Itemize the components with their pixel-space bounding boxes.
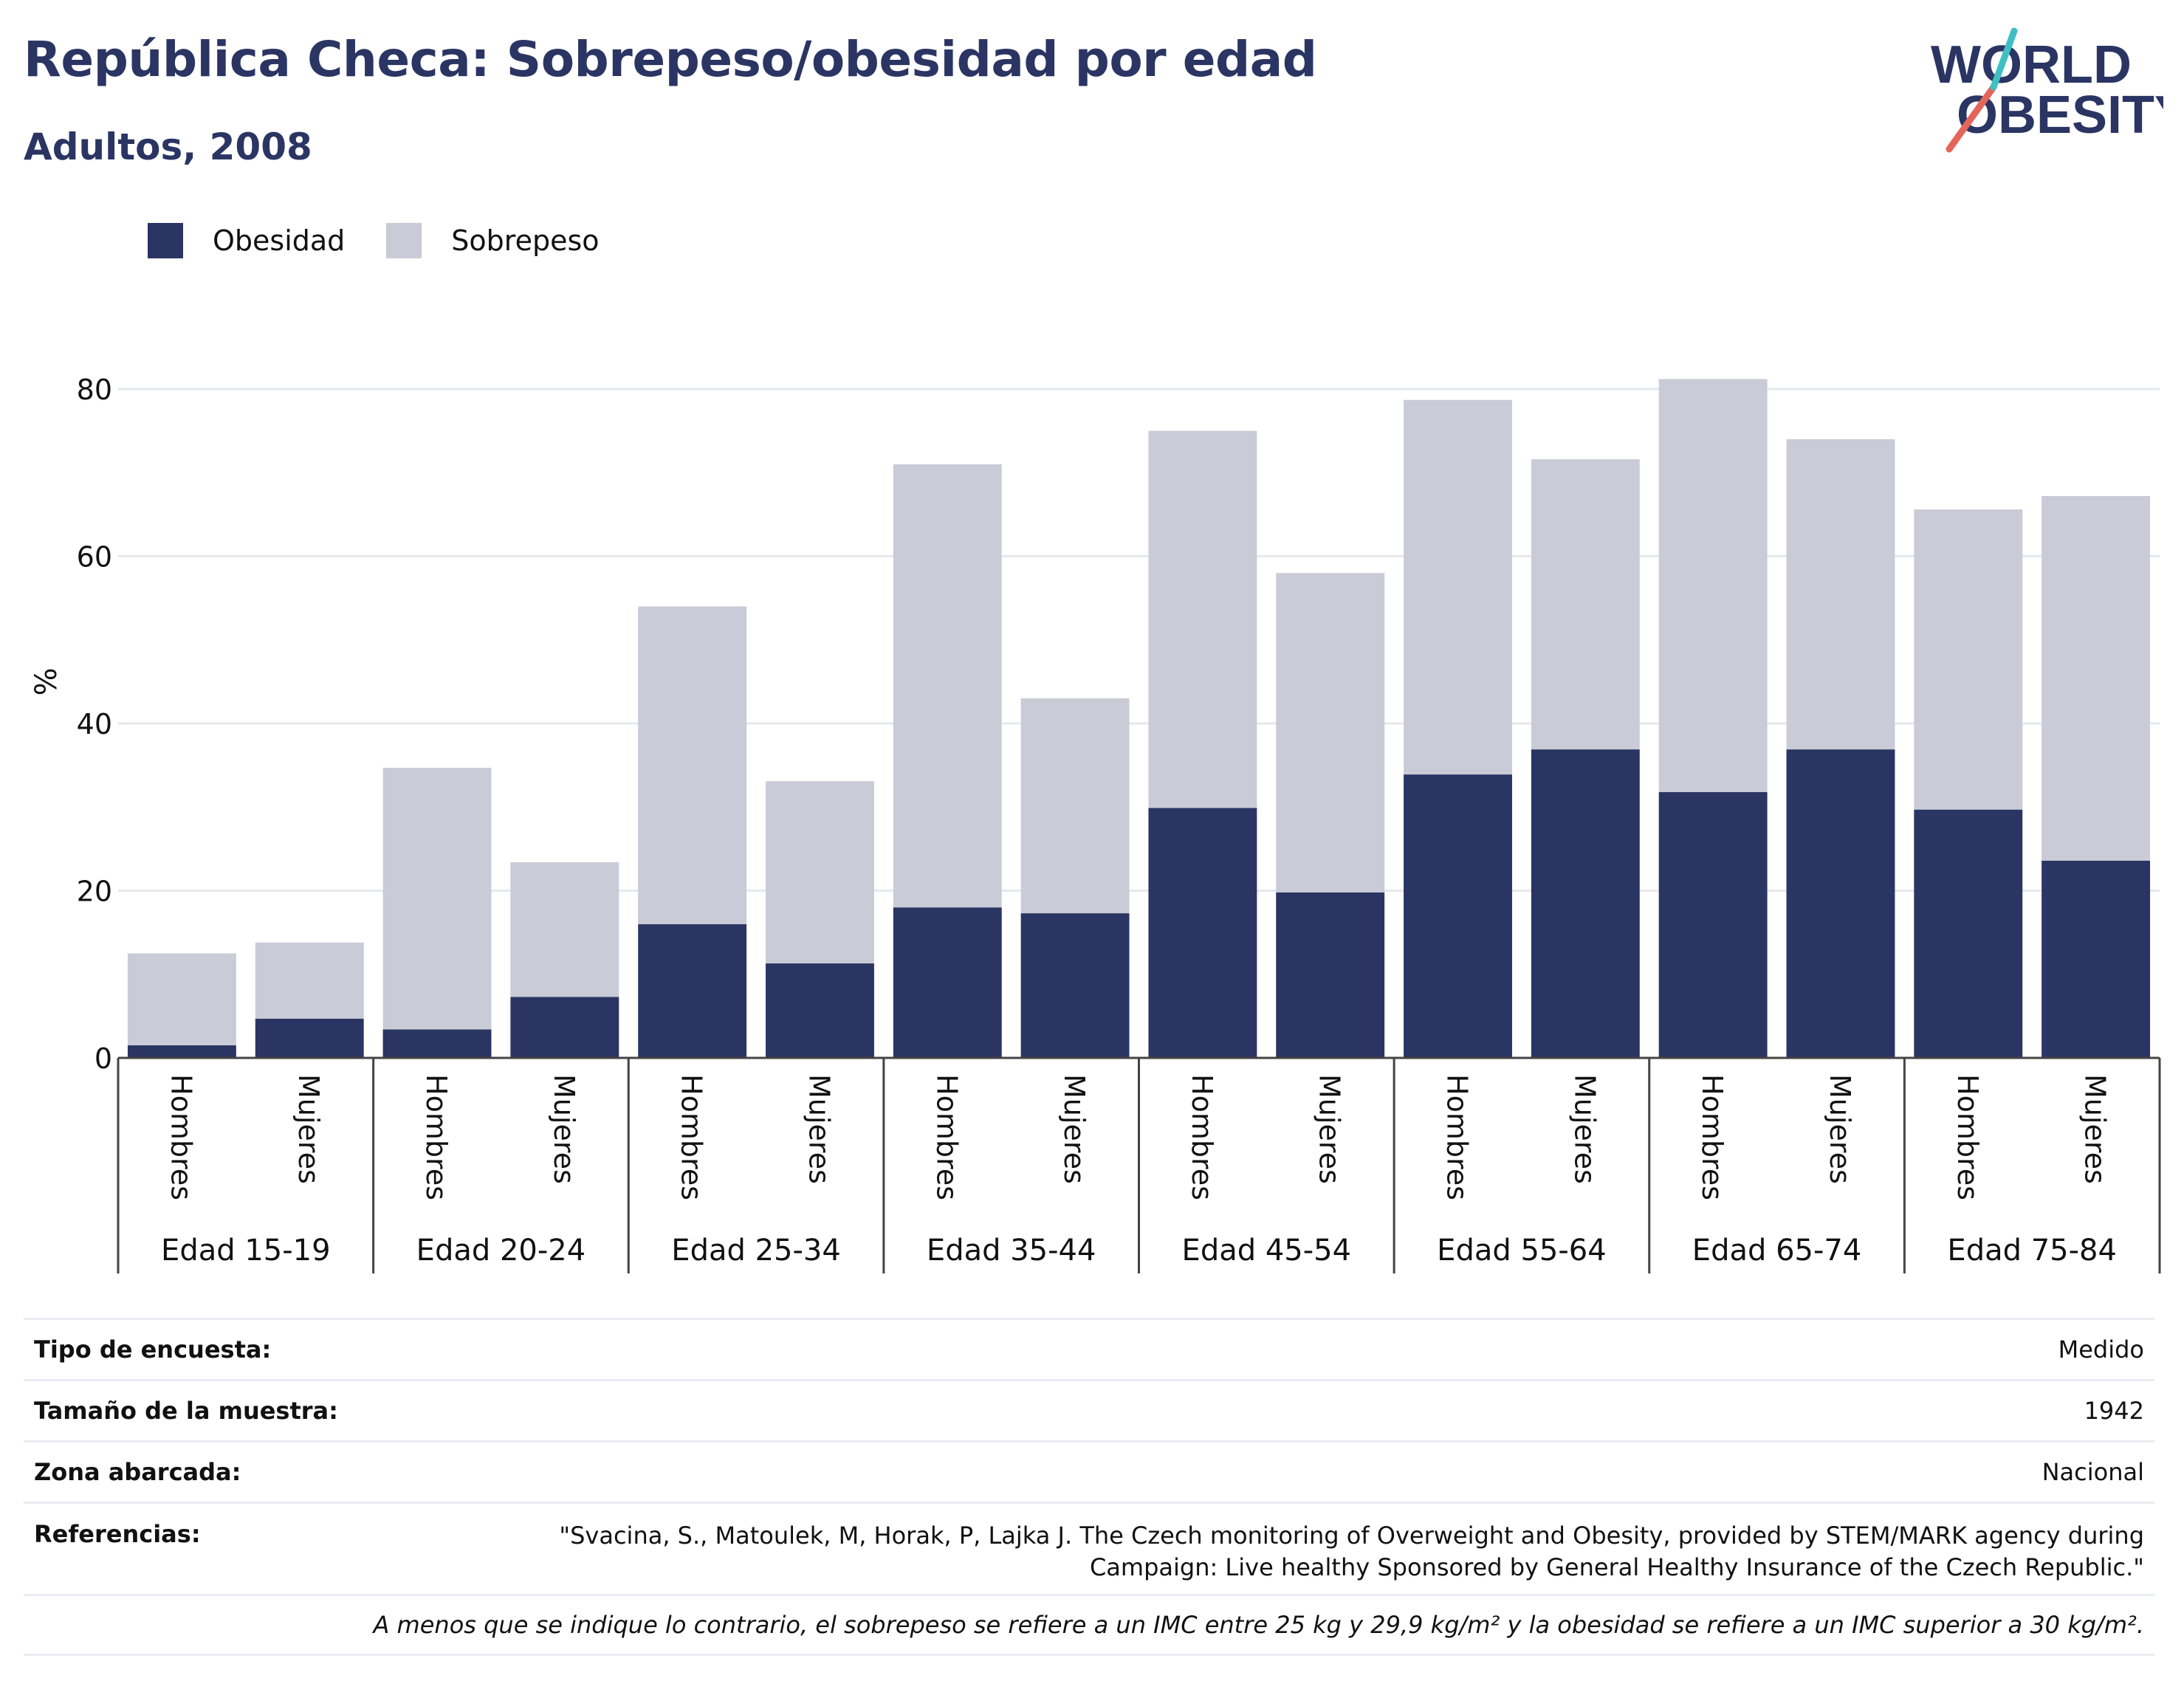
footnote: A menos que se indique lo contrario, el … bbox=[373, 1611, 2144, 1639]
x-tick-label: Hombres bbox=[1696, 1074, 1728, 1200]
bar-obesidad bbox=[766, 963, 874, 1058]
x-tick-label: Mujeres bbox=[292, 1074, 325, 1184]
legend-swatch-sobrepeso bbox=[386, 223, 422, 258]
survey-info-table: Tipo de encuesta: Medido Tamaño de la mu… bbox=[24, 1318, 2154, 1656]
bar-sobrepeso bbox=[1786, 439, 1895, 750]
info-row-note: A menos que se indique lo contrario, el … bbox=[24, 1594, 2154, 1656]
x-group-label: Edad 65-74 bbox=[1692, 1234, 1862, 1268]
bar-sobrepeso bbox=[1914, 509, 2023, 810]
x-tick-label: Mujeres bbox=[1314, 1074, 1346, 1184]
x-tick-label: Hombres bbox=[1441, 1074, 1474, 1200]
bar-obesidad bbox=[638, 924, 747, 1058]
y-tick-label: 20 bbox=[77, 876, 112, 908]
bar-sobrepeso bbox=[382, 768, 492, 1030]
stacked-bar-chart: 0 20 40 60 80% Hombres Mujeres Hombres Mujeres Ho… bbox=[30, 374, 2161, 1273]
x-group-label: Edad 75-84 bbox=[1947, 1234, 2117, 1268]
info-row-referencias: Referencias: "Svacina, S., Matoulek, M, … bbox=[24, 1502, 2154, 1594]
bar-sobrepeso bbox=[510, 862, 619, 997]
bar-sobrepeso bbox=[127, 953, 236, 1046]
x-group-label: Edad 35-44 bbox=[927, 1234, 1096, 1268]
x-tick-label: Mujeres bbox=[1824, 1074, 1856, 1184]
legend: Obesidad Sobrepeso bbox=[148, 219, 641, 263]
legend-swatch-obesidad bbox=[148, 223, 183, 258]
x-group-label: Edad 25-34 bbox=[671, 1234, 841, 1268]
logo-slash-teal bbox=[1990, 27, 2018, 91]
bar-sobrepeso bbox=[893, 464, 1002, 908]
y-tick-label: 40 bbox=[77, 708, 112, 740]
legend-label-sobrepeso: Sobrepeso bbox=[451, 224, 600, 257]
bar-obesidad bbox=[1020, 913, 1130, 1058]
x-tick-label: Mujeres bbox=[548, 1074, 580, 1184]
info-row-zona: Zona abarcada: Nacional bbox=[24, 1440, 2154, 1502]
x-tick-label: Mujeres bbox=[803, 1074, 835, 1184]
x-tick-label: Mujeres bbox=[2079, 1074, 2112, 1184]
bar-obesidad bbox=[1531, 749, 1640, 1058]
bar-sobrepeso bbox=[2042, 495, 2151, 861]
x-tick-label: Hombres bbox=[165, 1074, 197, 1200]
legend-item-sobrepeso[interactable]: Sobrepeso bbox=[386, 223, 600, 258]
logo-slash-coral bbox=[1946, 83, 1997, 153]
x-group-label: Edad 15-19 bbox=[161, 1234, 331, 1268]
info-row-muestra: Tamaño de la muestra: 1942 bbox=[24, 1379, 2154, 1440]
y-tick-label: 0 bbox=[95, 1042, 112, 1075]
bar-obesidad bbox=[1404, 774, 1512, 1058]
bar-obesidad bbox=[1148, 808, 1257, 1058]
x-group-label: Edad 20-24 bbox=[416, 1234, 586, 1268]
y-axis-label: % bbox=[30, 667, 63, 695]
bar-sobrepeso bbox=[1658, 379, 1768, 792]
info-row-tipo: Tipo de encuesta: Medido bbox=[24, 1318, 2154, 1379]
bar-obesidad bbox=[382, 1029, 492, 1058]
info-label-muestra: Tamaño de la muestra: bbox=[34, 1397, 338, 1425]
x-tick-label: Hombres bbox=[676, 1074, 708, 1200]
legend-item-obesidad[interactable]: Obesidad bbox=[148, 223, 345, 258]
world-obesity-logo: WORLD OBESITY bbox=[1931, 27, 2163, 153]
bar-sobrepeso bbox=[1404, 399, 1512, 775]
bar-sobrepeso bbox=[1148, 430, 1257, 808]
legend-label-obesidad: Obesidad bbox=[213, 224, 346, 257]
x-tick-label: Hombres bbox=[1186, 1074, 1218, 1200]
x-tick-label: Hombres bbox=[420, 1074, 453, 1200]
logo-text-world: WORLD bbox=[1931, 35, 2132, 94]
x-group-label: Edad 45-54 bbox=[1182, 1234, 1352, 1268]
bar-sobrepeso bbox=[255, 942, 364, 1019]
x-tick-label: Mujeres bbox=[1568, 1074, 1601, 1184]
bar-sobrepeso bbox=[1020, 698, 1130, 914]
chart-subtitle: Adultos, 2008 bbox=[24, 126, 312, 168]
x-tick-label: Hombres bbox=[1951, 1074, 1984, 1200]
info-value-zona: Nacional bbox=[2042, 1457, 2144, 1486]
bar-sobrepeso bbox=[638, 606, 747, 924]
bar-obesidad bbox=[510, 997, 619, 1058]
bar-obesidad bbox=[255, 1018, 364, 1058]
bar-obesidad bbox=[1276, 892, 1385, 1058]
x-tick-label: Mujeres bbox=[1058, 1074, 1091, 1184]
info-value-muestra: 1942 bbox=[2084, 1396, 2144, 1425]
bar-obesidad bbox=[1658, 791, 1768, 1058]
bar-sobrepeso bbox=[766, 781, 874, 964]
info-label-zona: Zona abarcada: bbox=[34, 1458, 241, 1486]
x-group-label: Edad 55-64 bbox=[1437, 1234, 1607, 1268]
bar-obesidad bbox=[1914, 809, 2023, 1058]
info-value-referencias: "Svacina, S., Matoulek, M, Horak, P, Laj… bbox=[559, 1522, 2144, 1581]
info-label-tipo: Tipo de encuesta: bbox=[34, 1335, 272, 1364]
bar-obesidad bbox=[127, 1045, 236, 1058]
bar-sobrepeso bbox=[1531, 459, 1640, 750]
bar-sobrepeso bbox=[1276, 573, 1385, 893]
y-tick-label: 60 bbox=[77, 541, 112, 574]
info-value-tipo: Medido bbox=[2058, 1335, 2144, 1364]
info-label-referencias: Referencias: bbox=[34, 1520, 201, 1548]
bar-obesidad bbox=[893, 907, 1002, 1058]
bar-obesidad bbox=[2042, 860, 2151, 1058]
y-tick-label: 80 bbox=[77, 374, 112, 406]
x-tick-label: Hombres bbox=[930, 1074, 963, 1200]
chart-title: República Checa: Sobrepeso/obesidad por … bbox=[24, 31, 1317, 88]
bar-obesidad bbox=[1786, 749, 1895, 1058]
